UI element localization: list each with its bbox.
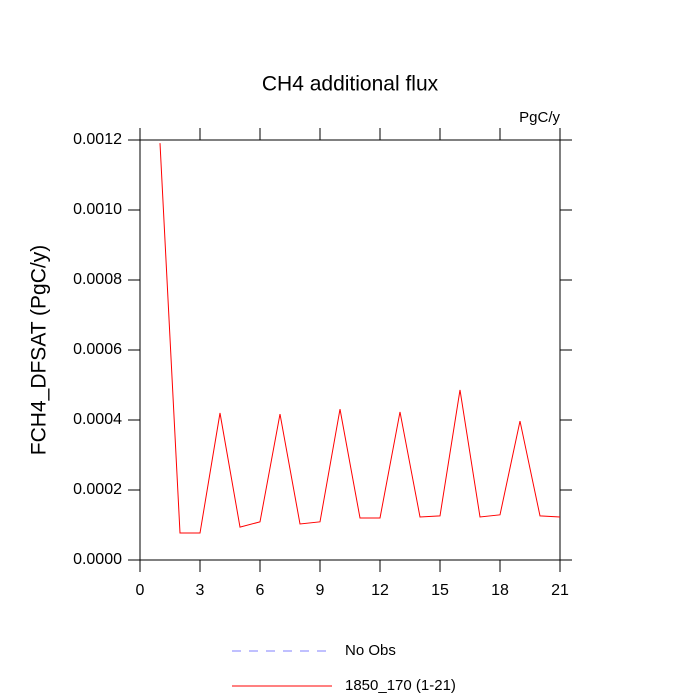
y-tick-label: 0.0008 [73,271,122,288]
x-tick-label: 15 [431,582,449,599]
series-line [159,143,561,534]
x-tick-label: 3 [196,582,205,599]
legend-label: No Obs [345,642,396,659]
x-tick-label: 12 [371,582,389,599]
y-tick-label: 0.0006 [73,341,122,358]
plot-frame [139,139,561,561]
y-tick-label: 0.0002 [73,481,122,498]
legend-label: 1850_170 (1-21) [345,677,456,694]
annotation: PgC/y [519,109,560,126]
x-tick-label: 9 [316,582,325,599]
chart-title: CH4 additional flux [262,73,439,96]
y-tick-label: 0.0010 [73,201,122,218]
y-tick-label: 0.0000 [73,551,122,568]
x-tick-label: 21 [551,582,569,599]
x-tick-label: 0 [136,582,145,599]
y-axis-label: FCH4_DFSAT (PgC/y) [28,245,51,455]
x-tick-label: 6 [256,582,265,599]
y-tick-label: 0.0004 [73,411,122,428]
y-tick-label: 0.0012 [73,131,122,148]
x-tick-label: 18 [491,582,509,599]
